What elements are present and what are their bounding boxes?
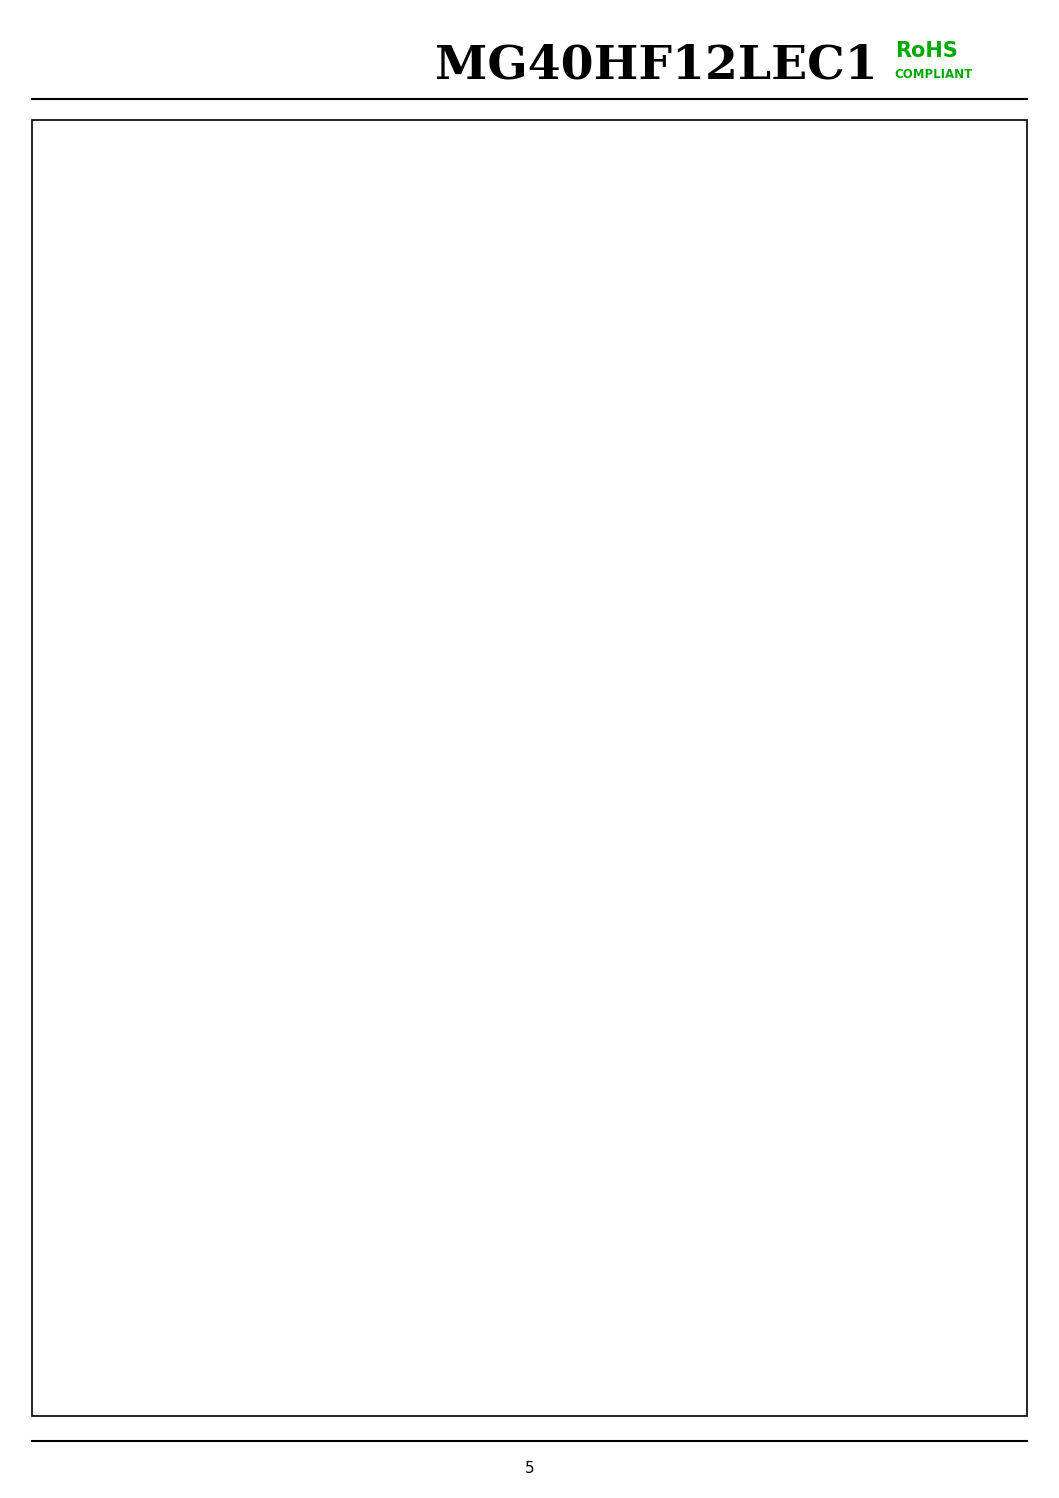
Text: Fig4.IGBT Switching Loss vs.Rg: Fig4.IGBT Switching Loss vs.Rg (705, 1399, 899, 1413)
Text: $\mathregular{V_{CC}}$=600V
$\mathregular{R_{GON}}$ = 10Ω
$\mathregular{R_{GOFF}: $\mathregular{V_{CC}}$=600V $\mathregula… (116, 1017, 195, 1104)
Y-axis label: E  [mJ]: E [mJ] (64, 1056, 77, 1101)
Text: Fig1.IGBT Output Characteristics: Fig1.IGBT Output Characteristics (202, 755, 407, 768)
Text: RoHS: RoHS (895, 40, 957, 61)
X-axis label: $\mathregular{V_{CE}}$  [V]: $\mathregular{V_{CE}}$ [V] (277, 709, 331, 725)
Y-axis label: Ic  [A]: Ic [A] (62, 413, 77, 455)
Legend: Eon, Eoff: Eon, Eoff (616, 836, 692, 878)
X-axis label: Rg  [ohm]: Rg [ohm] (768, 1353, 837, 1366)
Text: MG40HF12LEC1: MG40HF12LEC1 (435, 43, 878, 88)
Text: $\mathregular{V_{GE}}$=15V: $\mathregular{V_{GE}}$=15V (176, 310, 237, 325)
Text: Fig2.IGBT Transfer Characteristics: Fig2.IGBT Transfer Characteristics (697, 755, 908, 768)
Legend: Eon, Eoff: Eon, Eoff (123, 836, 199, 878)
Legend: $\mathregular{T_{Vj}}$=25℃, $\mathregular{T_{Vi}}$=125: $\mathregular{T_{Vj}}$=25℃, $\mathregula… (123, 192, 233, 241)
Text: COMPLIANT: COMPLIANT (895, 69, 973, 81)
Y-axis label: E  [mJ]: E [mJ] (556, 1056, 570, 1101)
Text: 5: 5 (524, 1461, 535, 1476)
Y-axis label: $\mathregular{I_C}$  [A]: $\mathregular{I_C}$ [A] (553, 413, 570, 455)
X-axis label: $\mathregular{V_{GE}}$  [V]: $\mathregular{V_{GE}}$ [V] (775, 709, 829, 725)
X-axis label: $\mathregular{I_C}$   [A]: $\mathregular{I_C}$ [A] (282, 1353, 327, 1369)
Text: $\mathregular{V_{CE}}$=20V: $\mathregular{V_{CE}}$=20V (663, 310, 724, 325)
Legend: $\mathregular{T_{Vj}}$=25℃, $\mathregular{T_{Vi}}$=125: $\mathregular{T_{Vj}}$=25℃, $\mathregula… (616, 192, 725, 241)
Text: $\mathregular{V_{CC}}$=600V
$\mathregular{I_C}$=40A
$\mathregular{V_{GE}}$=±15V
: $\mathregular{V_{CC}}$=600V $\mathregula… (610, 1028, 675, 1097)
Text: Fig3.IGBT Switching Loss vs.Ic: Fig3.IGBT Switching Loss vs.Ic (211, 1399, 398, 1413)
